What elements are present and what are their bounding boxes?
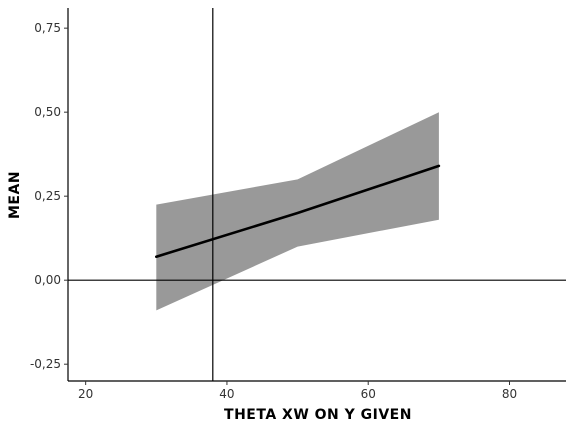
- x-tick-label: 20: [78, 387, 93, 401]
- x-tick-label: 80: [502, 387, 517, 401]
- x-axis-title: THETA XW ON Y GIVEN: [224, 407, 412, 423]
- x-tick-label: 40: [219, 387, 234, 401]
- y-tick-label: 0,50: [34, 105, 61, 119]
- x-tick-label: 60: [361, 387, 376, 401]
- y-tick-label: 0,75: [34, 21, 61, 35]
- y-tick-label: -0,25: [30, 357, 61, 371]
- y-axis-title: MEAN: [7, 171, 23, 219]
- confidence-band: [156, 112, 439, 311]
- y-tick-label: 0,25: [34, 189, 61, 203]
- mean-line: [155, 164, 441, 259]
- axes: 20 40 60 80 -0,25 0,00 0,25 0,50 0,75: [30, 8, 566, 401]
- y-tick-label: 0,00: [34, 273, 61, 287]
- plot-area: [68, 8, 566, 381]
